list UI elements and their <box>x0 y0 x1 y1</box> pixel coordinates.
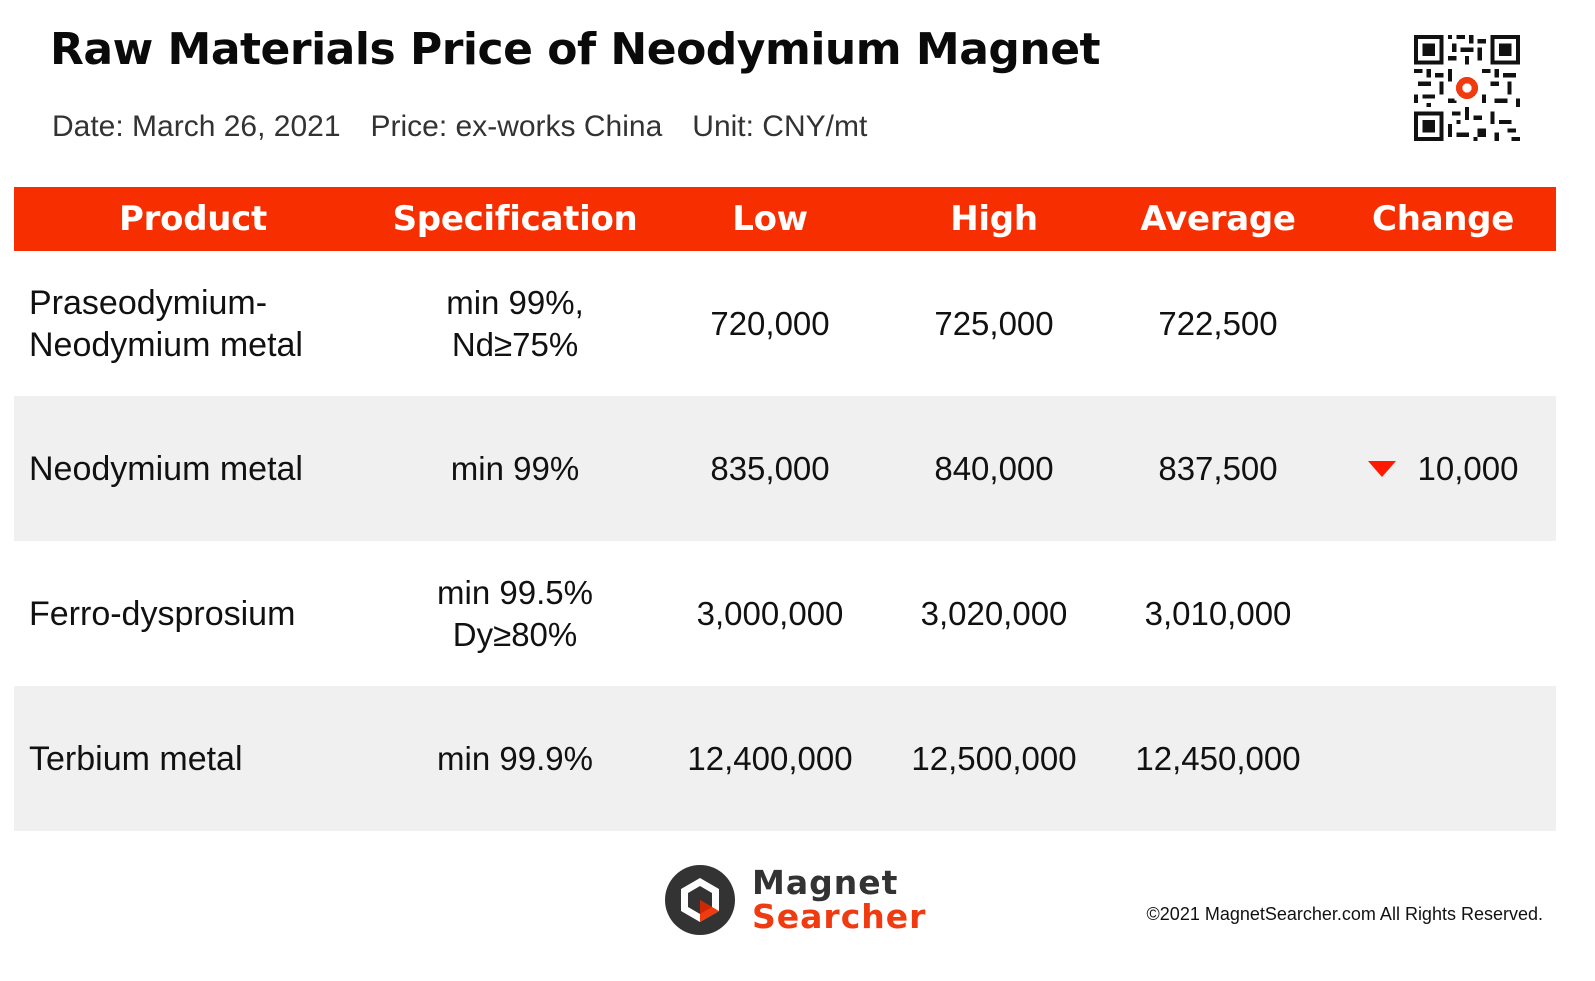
header-low: Low <box>732 199 808 239</box>
high-cell: 725,000 <box>934 304 1054 342</box>
brand-line-1: Magnet <box>752 863 899 902</box>
change-cell: 10,000 <box>1330 448 1556 490</box>
spec-cell: min 99.5% Dy≥80% <box>437 573 593 653</box>
meta-info: Date: March 26, 2021 Price: ex-works Chi… <box>52 110 867 144</box>
date-text: Date: March 26, 2021 <box>52 110 341 143</box>
spec-cell: min 99%, Nd≥75% <box>446 283 584 363</box>
header-product: Product <box>119 199 267 239</box>
triangle-down-icon <box>1367 460 1396 477</box>
low-cell: 720,000 <box>710 304 830 342</box>
header-specification: Specification <box>392 199 638 239</box>
qr-code-icon <box>1414 35 1520 141</box>
low-cell: 835,000 <box>710 449 830 487</box>
page-title: Raw Materials Price of Neodymium Magnet <box>50 24 1101 75</box>
table-row: Neodymium metal min 99% 835,000 840,000 … <box>14 396 1556 541</box>
product-cell: Praseodymium- Neodymium metal <box>29 283 303 364</box>
header-change: Change <box>1372 199 1514 239</box>
high-cell: 3,020,000 <box>920 594 1068 632</box>
header-high: High <box>950 199 1038 239</box>
brand-logo-text: Magnet Searcher <box>752 866 926 934</box>
copyright-footer: ©2021 MagnetSearcher.com All Rights Rese… <box>1146 904 1543 924</box>
low-cell: 3,000,000 <box>696 594 844 632</box>
table-header: Product Specification Low High Average C… <box>14 187 1556 251</box>
average-cell: 837,500 <box>1158 449 1278 487</box>
header-average: Average <box>1140 199 1296 239</box>
price-table: Product Specification Low High Average C… <box>14 187 1556 831</box>
product-cell: Ferro-dysprosium <box>29 594 296 633</box>
table-row: Ferro-dysprosium min 99.5% Dy≥80% 3,000,… <box>14 541 1556 686</box>
brand-line-2: Searcher <box>752 897 927 936</box>
unit-text: Unit: CNY/mt <box>692 110 868 143</box>
price-text: Price: ex-works China <box>370 110 663 143</box>
average-cell: 12,450,000 <box>1135 739 1301 777</box>
table-row: Terbium metal min 99.9% 12,400,000 12,50… <box>14 686 1556 831</box>
change-value: 10,000 <box>1417 449 1519 487</box>
spec-cell: min 99% <box>450 449 580 487</box>
spec-cell: min 99.9% <box>437 739 593 777</box>
low-cell: 12,400,000 <box>687 739 853 777</box>
average-cell: 722,500 <box>1158 304 1278 342</box>
product-cell: Neodymium metal <box>29 449 303 488</box>
product-cell: Terbium metal <box>29 739 243 778</box>
table-row: Praseodymium- Neodymium metal min 99%, N… <box>14 251 1556 396</box>
magnet-searcher-logo-icon <box>665 865 735 935</box>
high-cell: 12,500,000 <box>911 739 1077 777</box>
average-cell: 3,010,000 <box>1144 594 1292 632</box>
high-cell: 840,000 <box>934 449 1054 487</box>
